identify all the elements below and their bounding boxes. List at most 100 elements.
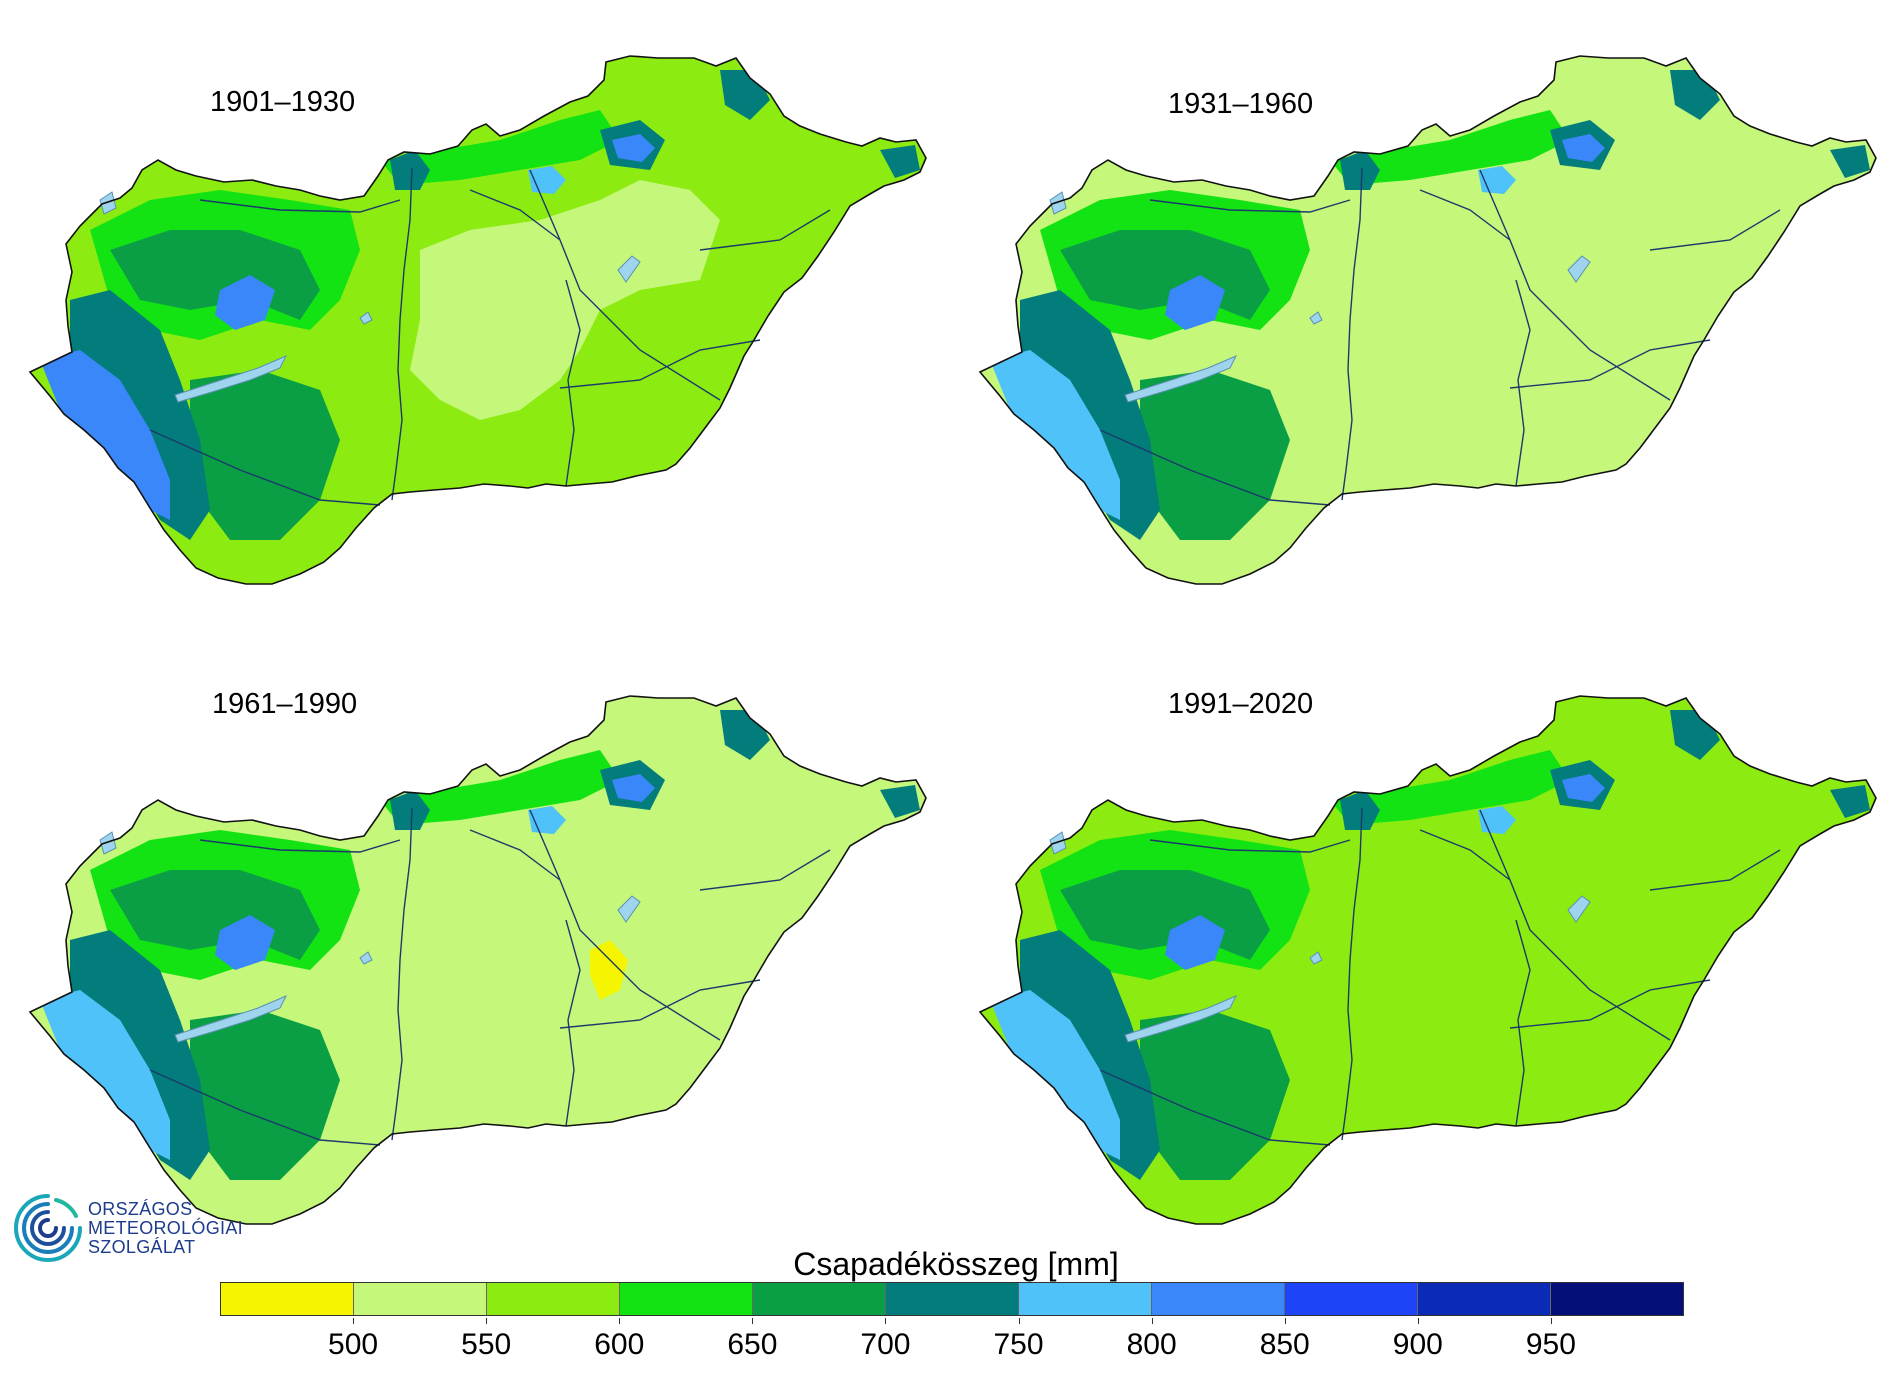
river [565,919,581,1127]
precipitation-zone [410,180,720,420]
river [699,209,831,251]
lake [174,355,288,403]
river [1341,167,1363,501]
precipitation-zone [1562,774,1605,802]
lake [1309,311,1323,325]
period-label: 1931–1960 [1168,88,1314,120]
logo-icon [14,1194,82,1262]
river [1099,429,1331,506]
precipitation-zone [1340,150,1380,190]
lake [1567,895,1591,923]
precipitation-zone [215,915,275,970]
precipitation-zone [1340,790,1380,830]
precipitation-zone [990,990,1120,1160]
lake [617,895,641,923]
precipitation-zone [990,350,1120,520]
river [469,189,561,241]
hungary-precipitation-map [28,695,927,1225]
color-swatch [1152,1283,1285,1315]
map-panel-1901-1930: 1901–1930 [0,0,950,640]
tick-mark [486,1318,488,1324]
tick-label: 750 [993,1328,1044,1361]
logo-line-3: SZOLGÁLAT [88,1237,196,1257]
river [1509,979,1711,1029]
precipitation-zone [190,1010,340,1180]
met-service-logo: ORSZÁGOS METEOROLÓGIAI SZOLGÁLAT [10,1190,270,1270]
precipitation-zone [1140,370,1290,540]
river [469,829,561,881]
map-panel-1931-1960: 1931–1960 [950,0,1900,640]
color-swatch [1418,1283,1551,1315]
precipitation-zones [30,56,926,584]
dry-zone [590,940,628,1000]
river [1509,339,1711,389]
tick-label: 550 [461,1328,512,1361]
precipitation-zone [1562,134,1605,162]
precipitation-zone [40,350,170,520]
color-scale-ticks: 500 550 600 650 700 750 800 850 900 950 [220,1318,1684,1368]
lake [1049,831,1067,855]
precipitation-zones [980,56,1876,584]
tick-label: 600 [594,1328,645,1361]
country-border [28,695,927,1225]
river [699,849,831,891]
river [1419,829,1511,881]
river [149,1069,381,1146]
tick-label: 900 [1392,1328,1443,1361]
river [1419,189,1511,241]
precipitation-zone [880,145,920,178]
precipitation-zone [1330,750,1570,825]
map-panel-1991-2020: 1991–2020 [950,640,1900,1280]
precipitation-zone [612,774,655,802]
river [1515,279,1531,487]
river [391,807,413,1141]
country-border [978,55,1877,585]
tick-label: 850 [1259,1328,1310,1361]
tick-mark [1417,1318,1419,1324]
tick-mark [1018,1318,1020,1324]
tick-mark [619,1318,621,1324]
lake [1049,191,1067,215]
river [559,979,761,1029]
precipitation-zone [1165,275,1225,330]
river [1341,807,1363,1141]
river [1099,1069,1331,1146]
logo-line-1: ORSZÁGOS [88,1199,193,1219]
tick-mark [353,1318,355,1324]
river [199,199,401,213]
precipitation-zones [30,696,926,1224]
lake [1567,255,1591,283]
hungary-precipitation-map [978,695,1877,1225]
precipitation-zone [880,785,920,818]
period-label: 1991–2020 [1168,688,1314,720]
precipitation-zone [190,370,340,540]
river [1649,209,1781,251]
hungary-precipitation-map [28,55,927,585]
tick-label: 950 [1525,1328,1576,1361]
precipitation-zone [1830,785,1870,818]
river [391,167,413,501]
hungary-precipitation-map [978,55,1877,585]
river [559,339,761,389]
tick-mark [752,1318,754,1324]
color-swatch [1019,1283,1152,1315]
lake [1124,355,1238,403]
color-swatch [487,1283,620,1315]
precipitation-zone [1330,110,1570,185]
lake [359,311,373,325]
river [1515,919,1531,1127]
lake [1309,951,1323,965]
color-scale-bar [220,1282,1684,1316]
lake [174,995,288,1043]
color-swatch [1551,1283,1683,1315]
color-swatch [1285,1283,1418,1315]
color-swatch [354,1283,487,1315]
precipitation-zone [1165,915,1225,970]
river [199,839,401,853]
color-swatch [753,1283,886,1315]
tick-mark [1550,1318,1552,1324]
river [1649,849,1781,891]
precipitation-zone [1140,1010,1290,1180]
precipitation-zones [980,696,1876,1224]
river [1149,199,1351,213]
